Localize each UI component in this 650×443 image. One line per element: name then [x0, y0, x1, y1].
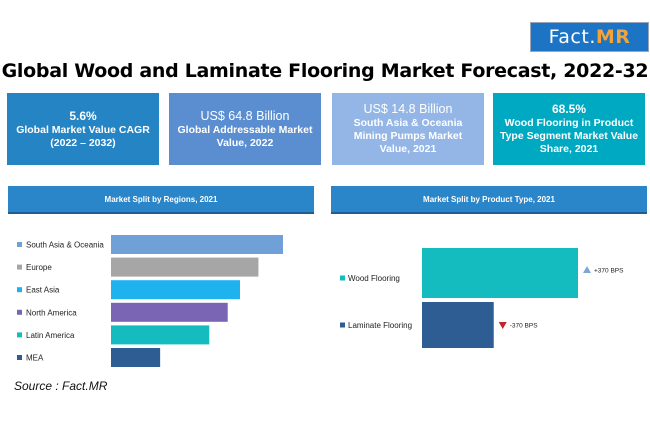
change-up-arrow-icon [583, 266, 591, 273]
kpi-value: US$ 14.8 Billion [363, 102, 453, 116]
legend-marker-wood-flooring [340, 275, 345, 281]
bar-laminate-flooring [422, 302, 494, 348]
factmr-logo: Fact. MR [530, 22, 649, 52]
bar-east-asia [111, 280, 240, 300]
kpi-card-regional-value: US$ 14.8 Billion South Asia & Oceania Mi… [332, 93, 484, 165]
legend-marker-europe [17, 264, 22, 270]
change-label-laminate-flooring: -370 BPS [510, 323, 538, 330]
kpi-card-share: 68.5% Wood Flooring in Product Type Segm… [493, 93, 645, 165]
kpi-label: Wood Flooring in Product Type Segment Ma… [499, 117, 639, 155]
legend-marker-south-asia-oceania [17, 242, 22, 247]
legend-marker-mea [17, 355, 22, 360]
category-label-south-asia-oceania: South Asia & Oceania [26, 241, 104, 250]
legend-marker-laminate-flooring [340, 322, 345, 328]
category-label-mea: MEA [26, 354, 44, 363]
panel-title-regions: Market Split by Regions, 2021 [8, 186, 314, 214]
category-label-laminate-flooring: Laminate Flooring [348, 321, 412, 330]
source-note: Source : Fact.MR [14, 379, 108, 393]
kpi-value: US$ 64.8 Billion [200, 108, 290, 123]
bar-europe [111, 257, 259, 277]
legend-marker-latin-america [17, 332, 22, 338]
change-label-wood-flooring: +370 BPS [594, 268, 624, 275]
kpi-card-cagr: 5.6% Global Market Value CAGR (2022 – 20… [7, 93, 159, 165]
bar-mea [111, 348, 161, 367]
kpi-label: South Asia & Oceania Mining Pumps Market… [353, 117, 463, 155]
bar-south-asia-oceania [111, 235, 283, 254]
logo-accent: MR [595, 26, 631, 48]
change-down-arrow-icon [498, 322, 507, 329]
category-label-wood-flooring: Wood Flooring [348, 274, 400, 283]
category-label-europe: Europe [26, 263, 52, 272]
bar-wood-flooring [422, 248, 578, 298]
kpi-label: Global Market Value CAGR (2022 – 2032) [16, 123, 150, 149]
chart-title: Global Wood and Laminate Flooring Market… [1, 60, 649, 82]
panel-title-product-type: Market Split by Product Type, 2021 [331, 186, 647, 214]
kpi-value: 68.5% [551, 102, 587, 116]
kpi-label: Global Addressable Market Value, 2022 [177, 123, 313, 149]
category-label-north-america: North America [26, 308, 77, 317]
bar-latin-america [111, 325, 210, 345]
logo-text: Fact. [548, 26, 596, 48]
bar-north-america [111, 302, 228, 322]
legend-marker-north-america [17, 309, 22, 315]
category-label-latin-america: Latin America [26, 331, 75, 340]
legend-marker-east-asia [17, 287, 22, 293]
category-label-east-asia: East Asia [26, 286, 60, 295]
kpi-value: 5.6% [69, 108, 97, 123]
kpi-card-market-value: US$ 64.8 Billion Global Addressable Mark… [169, 93, 321, 165]
